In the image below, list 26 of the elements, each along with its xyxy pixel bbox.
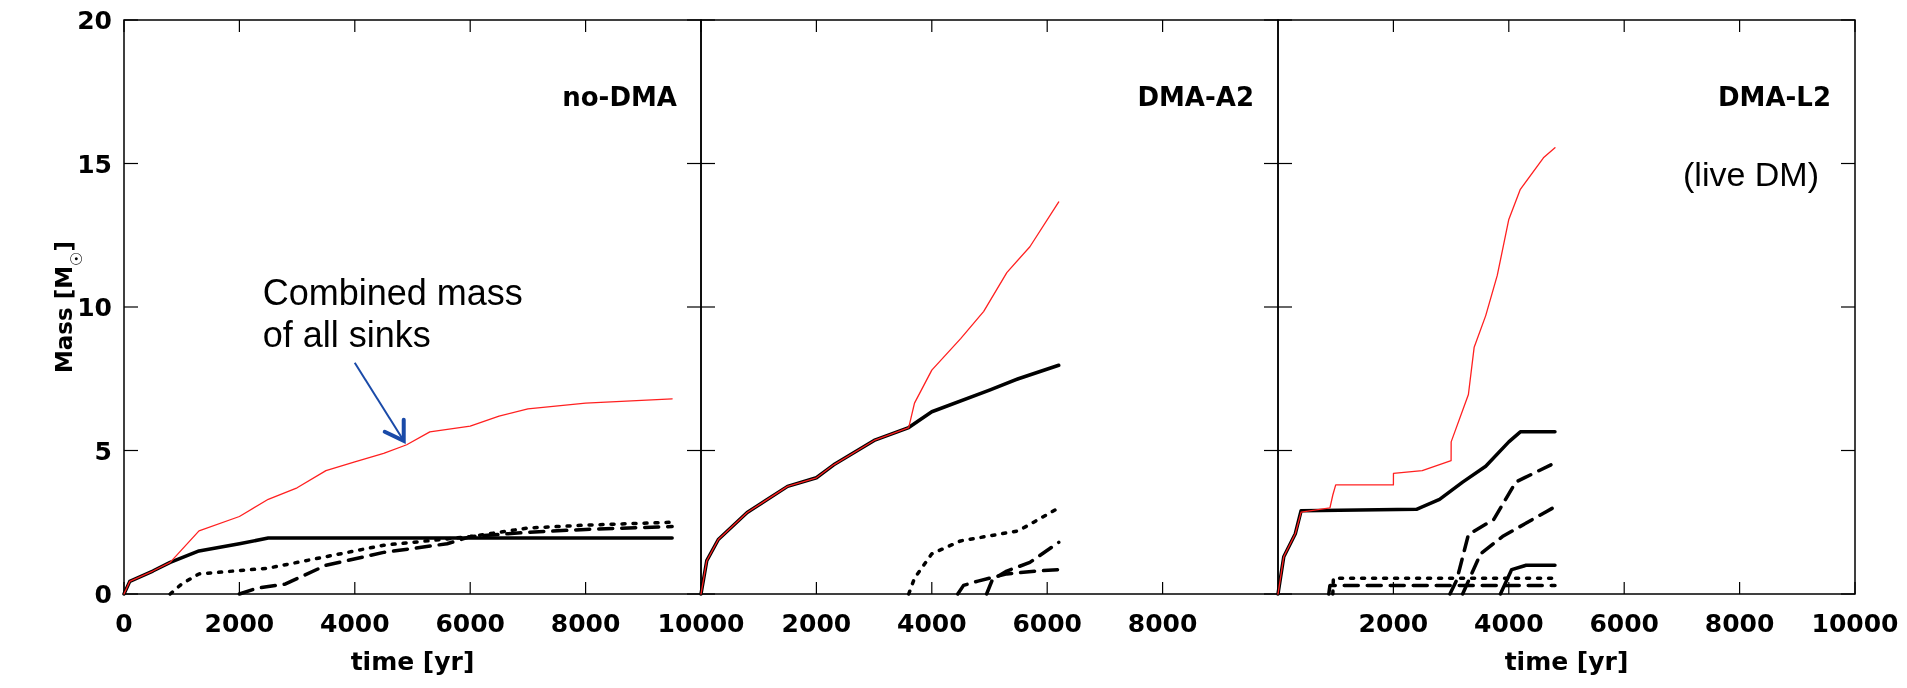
- y-tick-label: 0: [94, 580, 112, 609]
- text: no-DMA: [562, 82, 677, 112]
- text: DMA-L2: [1717, 82, 1831, 112]
- x-tick-label: 6000: [1589, 609, 1659, 638]
- y-tick-label: 20: [77, 6, 112, 35]
- x-tick-label: 2000: [1358, 609, 1429, 638]
- x-tick-label: 4000: [1474, 609, 1544, 638]
- x-tick-label: 6000: [435, 609, 505, 638]
- text: DMA-A2: [1137, 82, 1254, 112]
- x-tick-label: 8000: [1127, 609, 1198, 638]
- annotation: (live DM): [1683, 155, 1819, 193]
- y-tick-label: 15: [77, 149, 112, 179]
- x-tick-label: 4000: [897, 609, 967, 638]
- x-tick-label: 2000: [204, 609, 275, 638]
- x-axis-title: time [yr]: [1504, 647, 1629, 676]
- x-tick-label: 8000: [550, 609, 621, 638]
- x-tick-label: 2000: [781, 609, 852, 638]
- x-tick-label: 4000: [320, 609, 390, 638]
- x-tick-label: 6000: [1012, 609, 1082, 638]
- x-tick-label: 10000: [1811, 609, 1899, 638]
- annotation: Combined mass of all sinks: [262, 271, 523, 355]
- x-tick-label: 10000: [657, 609, 745, 638]
- y-tick-label: 5: [94, 436, 112, 466]
- x-axis-title: time [yr]: [350, 647, 475, 676]
- x-tick-label: 8000: [1704, 609, 1775, 638]
- x-tick-label: 0: [115, 609, 133, 638]
